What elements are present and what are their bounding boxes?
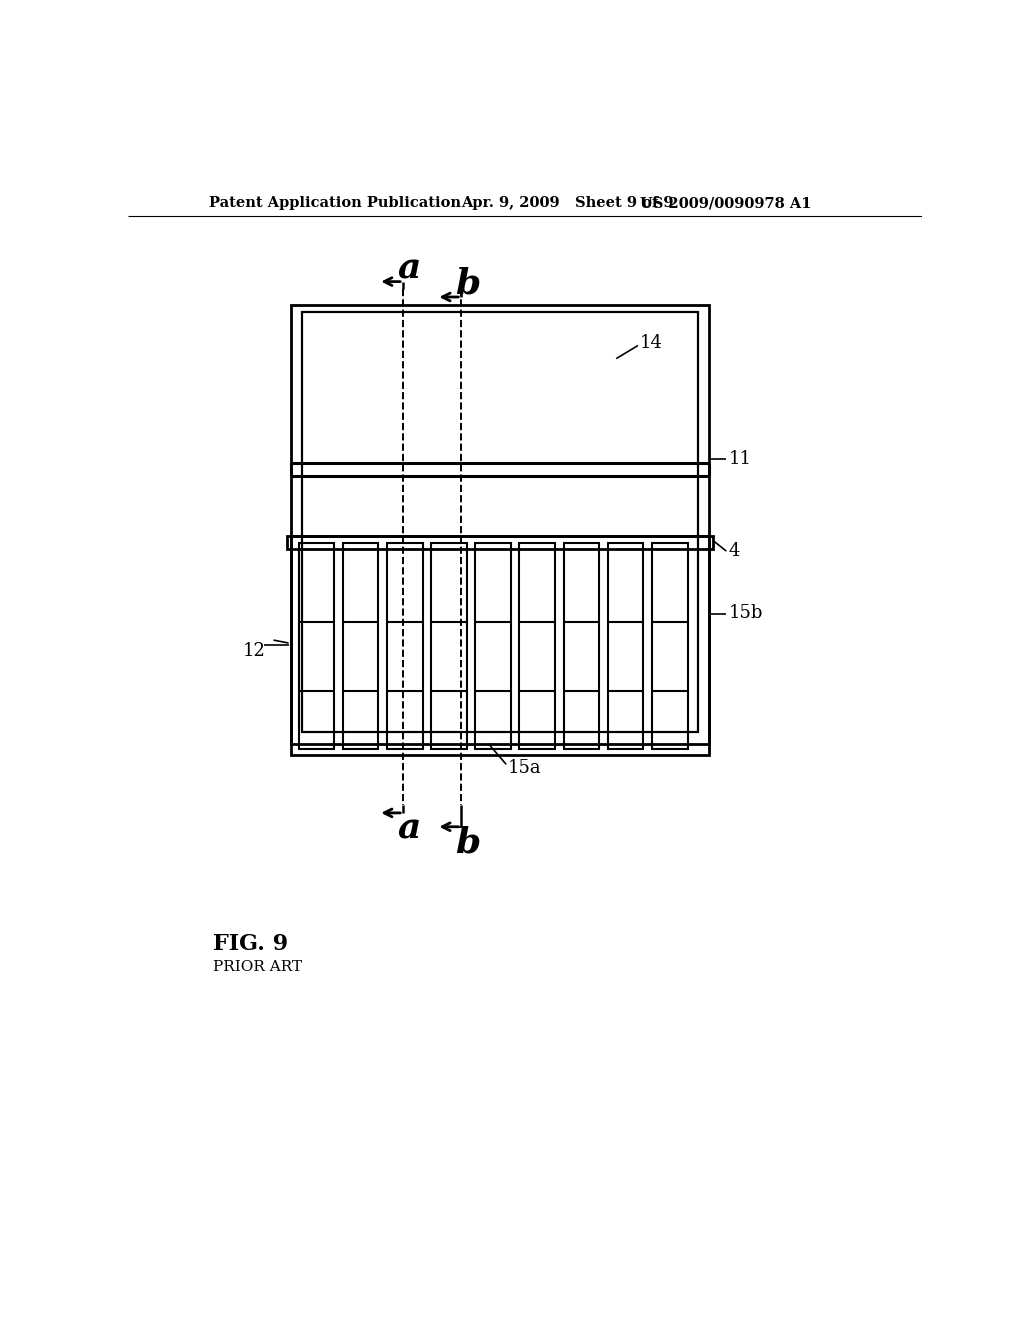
Bar bbox=[302, 313, 697, 733]
Bar bbox=[519, 544, 555, 748]
Bar bbox=[387, 544, 423, 748]
Text: Apr. 9, 2009   Sheet 9 of 9: Apr. 9, 2009 Sheet 9 of 9 bbox=[461, 197, 674, 210]
Bar bbox=[291, 305, 710, 743]
Bar bbox=[475, 544, 511, 748]
Bar bbox=[563, 544, 599, 748]
Bar bbox=[287, 536, 713, 549]
Text: 15a: 15a bbox=[508, 759, 542, 777]
Text: b: b bbox=[455, 267, 480, 301]
Bar bbox=[291, 536, 710, 755]
Text: 15b: 15b bbox=[729, 603, 763, 622]
Text: Patent Application Publication: Patent Application Publication bbox=[209, 197, 462, 210]
Bar bbox=[607, 544, 643, 748]
Text: 14: 14 bbox=[640, 334, 663, 352]
Text: 4: 4 bbox=[729, 543, 740, 560]
Text: PRIOR ART: PRIOR ART bbox=[213, 960, 302, 974]
Text: 12: 12 bbox=[243, 643, 265, 660]
Text: a: a bbox=[397, 252, 421, 285]
Text: FIG. 9: FIG. 9 bbox=[213, 933, 289, 954]
Bar bbox=[299, 544, 334, 748]
Text: a: a bbox=[397, 812, 421, 845]
Bar bbox=[652, 544, 687, 748]
Bar bbox=[343, 544, 378, 748]
Text: b: b bbox=[455, 825, 480, 859]
Bar bbox=[431, 544, 467, 748]
Text: 11: 11 bbox=[729, 450, 752, 467]
Text: US 2009/0090978 A1: US 2009/0090978 A1 bbox=[640, 197, 811, 210]
